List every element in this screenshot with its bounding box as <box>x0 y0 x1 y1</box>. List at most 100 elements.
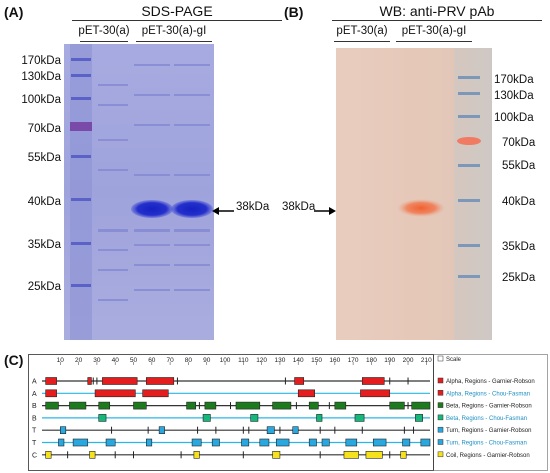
axis-tick-label: 50 <box>130 357 138 364</box>
sds-page-gel <box>64 44 214 340</box>
panel-a-lane-label-1: pET-30(a) <box>78 25 130 37</box>
region-segment <box>235 401 261 410</box>
legend-swatch <box>437 377 444 384</box>
legend-swatch <box>437 414 444 421</box>
panel-a-lane-rule-2 <box>136 41 212 42</box>
region-segment <box>204 401 217 410</box>
region-segment <box>360 389 391 398</box>
region-segment <box>250 414 259 422</box>
panel-b-lane-rule-1 <box>334 41 390 42</box>
region-segment <box>45 451 52 459</box>
region-segment <box>411 401 431 410</box>
region-segment <box>45 377 57 385</box>
region-segment <box>321 438 330 447</box>
axis-tick-label: 190 <box>384 357 395 364</box>
legend-swatch <box>437 390 444 396</box>
axis-tick-label: 60 <box>148 357 156 364</box>
axis-tick-label: 10 <box>57 357 65 364</box>
panel-b-title: WB: anti-PRV pAb <box>379 3 495 19</box>
axis-tick-label: 100 <box>220 357 231 364</box>
axis-tick-label: 160 <box>329 357 340 364</box>
axis-tick-label: 200 <box>403 357 414 364</box>
region-segment <box>142 389 169 398</box>
legend-swatch <box>437 439 444 445</box>
region-segment <box>45 401 59 410</box>
axis-tick-label: 110 <box>238 357 249 364</box>
panel-b-marker-40: 40kDa <box>502 196 536 208</box>
region-segment <box>354 414 365 422</box>
axis-tick-label: 90 <box>203 357 211 364</box>
region-segment <box>105 438 116 447</box>
panel-a-title: SDS-PAGE <box>141 3 213 19</box>
legend-entry-scale: Scale <box>446 357 462 363</box>
region-segment <box>60 426 67 434</box>
panel-b-marker-55: 55kDa <box>502 160 536 172</box>
region-segment <box>389 401 405 410</box>
region-segment <box>272 401 292 410</box>
panel-a-marker-55: 55kDa <box>27 152 61 164</box>
region-segment <box>266 426 275 434</box>
axis-tick-label: 180 <box>366 357 377 364</box>
panel-a-marker-130: 130kDa <box>21 71 61 83</box>
panel-a-band-arrow <box>212 203 234 215</box>
panel-a-marker-100: 100kDa <box>21 94 61 106</box>
western-blot-membrane <box>336 48 492 340</box>
region-segment <box>241 438 250 447</box>
row-letter: B <box>32 415 37 422</box>
panel-b-marker-170: 170kDa <box>494 74 534 86</box>
row-letter: A <box>32 391 37 398</box>
region-segment <box>133 401 147 410</box>
region-segment <box>308 438 317 447</box>
legend-swatch-scale <box>437 355 444 362</box>
region-segment <box>275 438 290 447</box>
panel-a-title-rule <box>72 20 282 21</box>
row-letter: C <box>32 452 37 459</box>
region-segment <box>191 438 202 447</box>
region-segment <box>102 377 138 385</box>
legend-entry: Beta, Regions - Chou-Fasman <box>446 416 527 422</box>
panel-b-label: (B) <box>284 4 304 20</box>
region-segment <box>345 438 358 447</box>
region-segment <box>308 401 319 410</box>
panel-a-label: (A) <box>4 4 24 20</box>
region-segment <box>292 426 299 434</box>
region-segment <box>89 451 96 459</box>
panel-b-band-arrow <box>314 203 336 215</box>
panel-a-lane-rule-1 <box>80 41 128 42</box>
region-segment <box>72 438 89 447</box>
panel-c-label: (C) <box>4 352 24 368</box>
panel-b-lane-label-1: pET-30(a) <box>336 25 388 37</box>
panel-a-marker-70: 70kDa <box>27 123 61 135</box>
panel-b-lane-label-2: pET-30(a)-gI <box>401 25 467 37</box>
panel-a-marker-40: 40kDa <box>27 196 61 208</box>
axis-tick-label: 70 <box>166 357 174 364</box>
legend-entry: Turn, Regions - Garnier-Robson <box>446 428 531 434</box>
region-segment <box>158 426 165 434</box>
panel-b-band-label: 38kDa <box>282 201 316 213</box>
region-segment <box>58 438 65 447</box>
region-segment <box>186 401 197 410</box>
region-segment <box>402 438 411 447</box>
region-segment <box>94 389 136 398</box>
row-letter: A <box>32 379 37 386</box>
panel-b-marker-35: 35kDa <box>502 241 536 253</box>
panel-a-lane-label-2: pET-30(a)-gI <box>141 25 207 37</box>
axis-tick-label: 210 <box>421 357 432 364</box>
region-segment <box>415 414 423 422</box>
region-segment <box>361 377 385 385</box>
legend-swatch <box>437 451 444 458</box>
region-segment <box>202 414 211 422</box>
region-segment <box>343 451 359 459</box>
legend-entry: Alpha, Regions - Chou-Fasman <box>446 391 530 397</box>
axis-tick-label: 130 <box>274 357 285 364</box>
axis-tick-label: 40 <box>112 357 120 364</box>
region-segment <box>98 401 111 410</box>
row-letter: B <box>32 403 37 410</box>
legend-swatch <box>437 426 444 433</box>
axis-tick-label: 170 <box>348 357 359 364</box>
region-segment <box>146 438 153 447</box>
region-segment <box>69 401 87 410</box>
legend-swatch <box>437 402 444 408</box>
panel-b-title-rule <box>332 20 542 21</box>
panel-a-marker-25: 25kDa <box>27 281 61 293</box>
